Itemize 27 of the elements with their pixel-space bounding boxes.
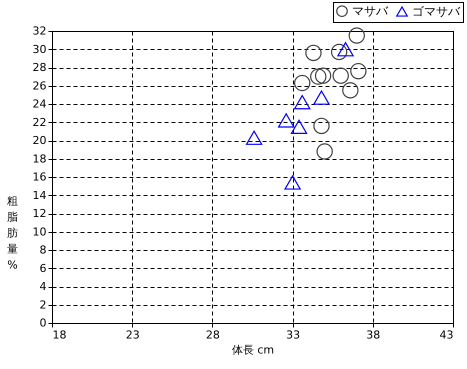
- x-tick-label: 28: [206, 328, 220, 342]
- y-tick-label: 32: [32, 24, 46, 38]
- legend-label: マサバ: [352, 4, 389, 18]
- y-tick-label: 16: [32, 170, 46, 184]
- y-tick-label: 22: [32, 116, 46, 129]
- y-tick-label: 10: [32, 225, 46, 238]
- y-tick-label: 12: [32, 207, 46, 220]
- y-tick-label: 26: [32, 79, 46, 92]
- y-tick-label: 14: [32, 188, 46, 202]
- x-tick-label: 38: [366, 328, 380, 342]
- y-tick-label: 0: [40, 316, 46, 330]
- y-tick-label: 4: [40, 280, 46, 293]
- y-tick-label: 20: [32, 134, 46, 147]
- y-tick-label: 8: [40, 244, 46, 256]
- y-tick-label: 2: [40, 298, 46, 312]
- y-tick-label: 28: [32, 61, 46, 74]
- y-axis-title: 粗脂肪量%: [7, 194, 18, 272]
- x-tick-label: 18: [52, 328, 66, 342]
- x-tick-label: 23: [126, 328, 140, 342]
- y-tick-label: 6: [40, 262, 46, 275]
- y-tick-label: 18: [32, 152, 46, 166]
- y-tick-label: 30: [32, 42, 46, 56]
- x-tick-label: 33: [286, 328, 300, 342]
- y-tick-label: 24: [32, 98, 46, 110]
- x-axis-title: 体長 cm: [232, 344, 274, 356]
- x-tick-label: 43: [440, 328, 454, 342]
- legend-label: ゴマサバ: [412, 4, 461, 19]
